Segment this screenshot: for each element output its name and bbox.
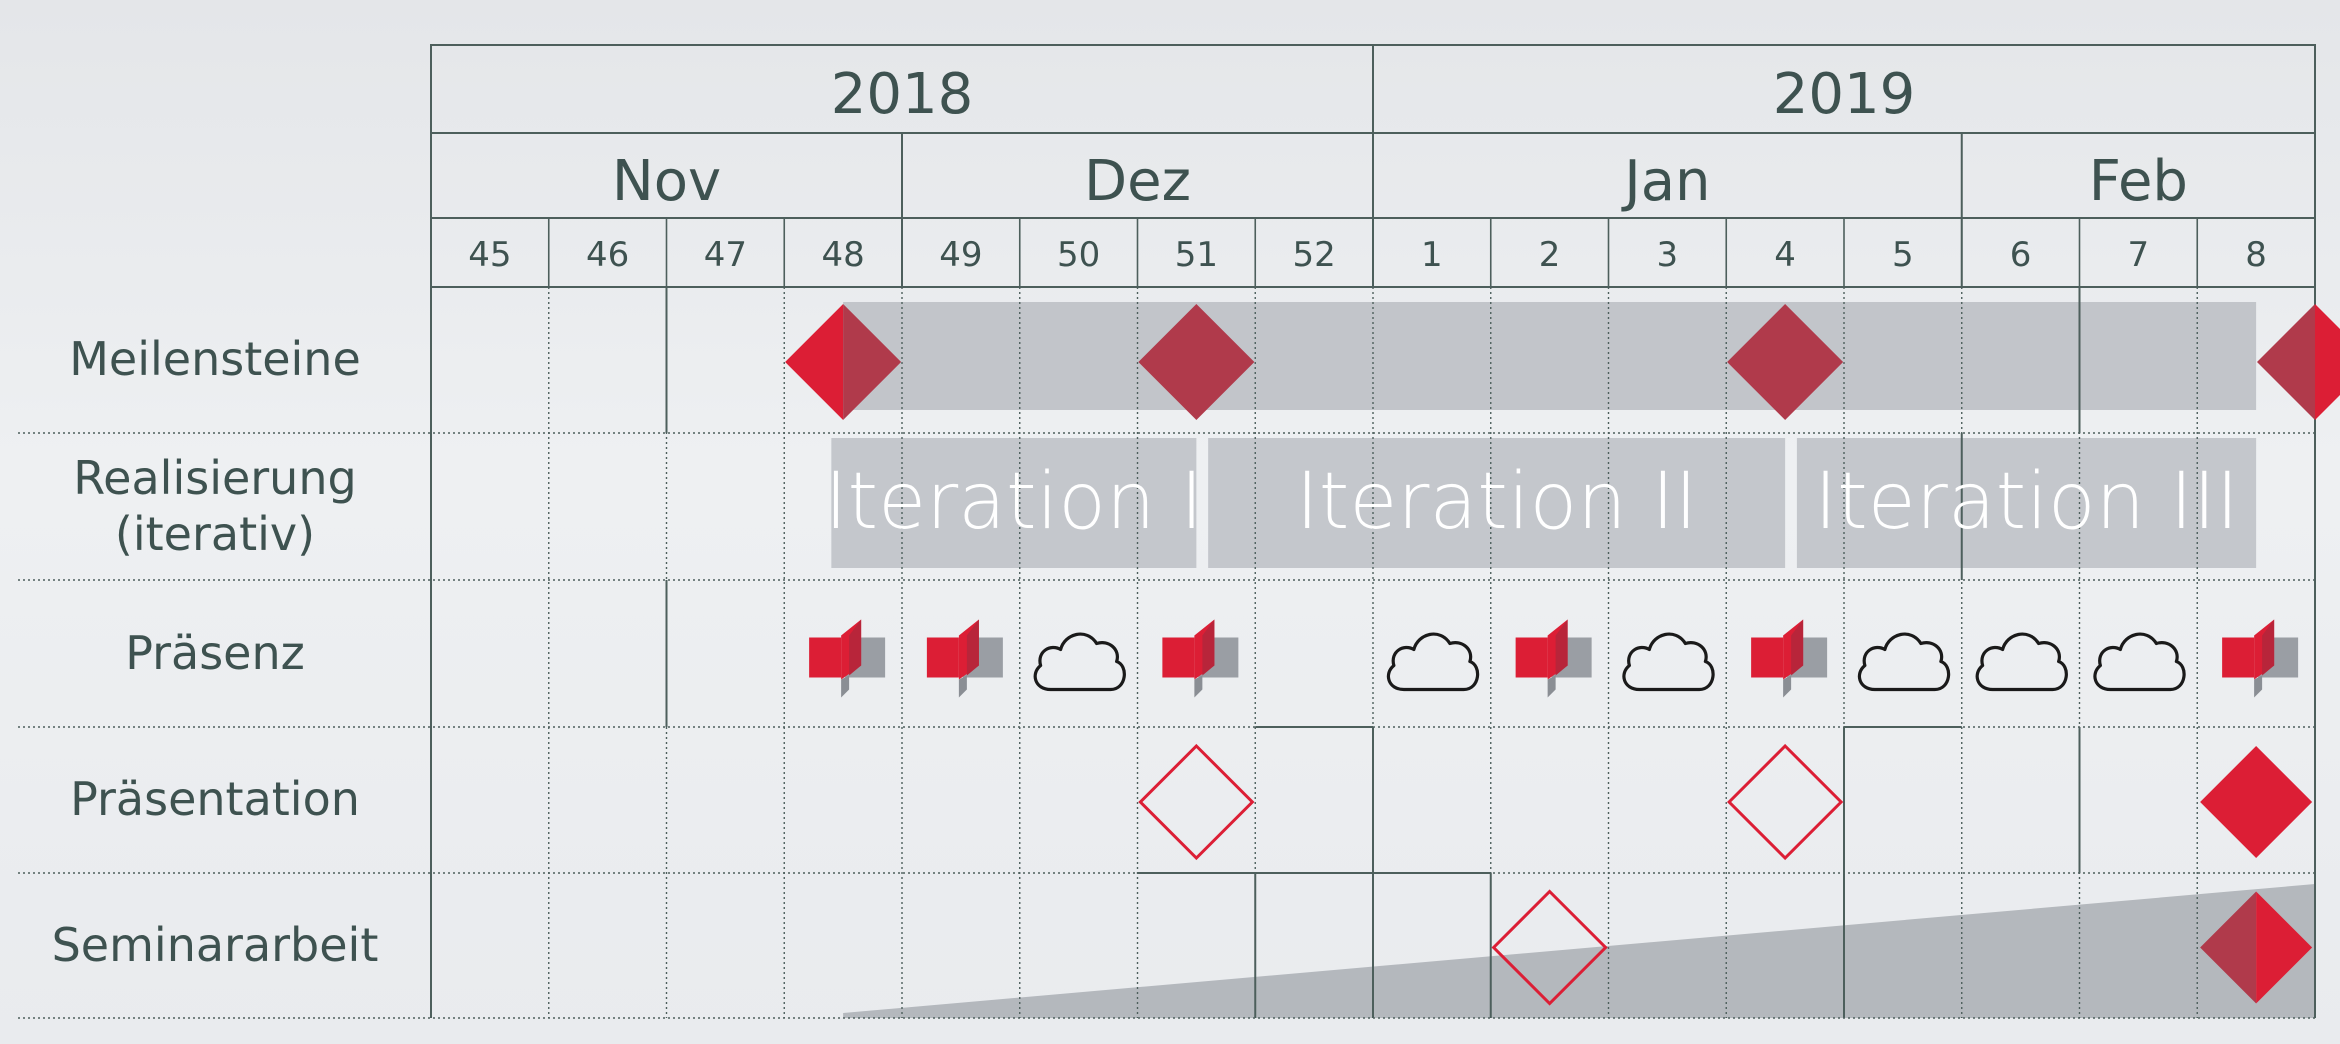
cloud-outline [1622,632,1715,692]
cloud-outline [1386,632,1480,692]
week-label: 4 [1774,235,1796,275]
row-label-realisierung: Realisierung (iterativ) [0,433,430,580]
year-label: 2018 [831,62,974,127]
iteration-label: Iteration III [1814,457,2239,547]
week-label: 50 [1057,235,1100,275]
presence-front [1162,637,1195,678]
row-label-praesentation: Präsentation [70,772,360,827]
row-label-seminararbeit: Seminararbeit [51,917,379,972]
presence-leg [958,675,967,698]
presence-flag-shade [2262,619,2275,676]
diamond-right-half [2315,304,2340,420]
iteration-bar [1796,438,2257,568]
week-label: 1 [1421,235,1443,275]
cloud-icon [1857,632,1951,692]
milestone-diamond [785,304,902,420]
cloud-outline [2093,632,2186,692]
presentation-diamond-outline [1138,743,1255,861]
month-label: Feb [2089,149,2188,214]
presentation-diamond-outline [1727,743,1844,861]
presence-icon [1162,619,1239,698]
diamond-filled [1727,304,1844,420]
presence-icon [926,619,1003,698]
presence-front [809,637,842,678]
presence-leg [2254,675,2263,698]
presence-flag-shade [1555,619,1568,676]
week-label: 3 [1657,235,1679,275]
week-label: 49 [939,235,982,275]
seminararbeit-diamond-outline [1491,889,1608,1006]
diamond-outline [1491,889,1608,1006]
row-label-praesenz: Präsenz [125,625,305,680]
week-label: 6 [2010,235,2032,275]
milestone-band [843,302,2257,410]
presence-icon [809,619,886,698]
presence-leg [1194,675,1203,698]
diamond-filled [2200,746,2313,858]
cloud-icon [1975,632,2068,692]
month-label: Jan [1621,149,1710,214]
iteration-label: Iteration I [825,457,1204,547]
presence-flag-shade [1791,619,1804,676]
cloud-icon [1386,632,1480,692]
year-label: 2019 [1773,62,1916,127]
presence-leg [1547,675,1556,698]
presence-flag-shade [849,619,862,676]
week-label: 46 [586,235,629,275]
row-label-realisierung-text: Realisierung (iterativ) [73,451,357,561]
presence-flag-shade [966,619,979,676]
cloud-icon [1622,632,1715,692]
diamond-right-half [2256,891,2313,1004]
diamond-filled [1138,304,1255,420]
presence-icon [1751,619,1828,698]
presence-icon [2222,619,2299,698]
cloud-outline [1857,632,1951,692]
week-label: 52 [1292,235,1335,275]
grid-lines [18,287,2316,1019]
diamond-left-half [2257,304,2315,420]
cloud-icon [1033,632,1126,692]
presence-leg [1783,675,1792,698]
week-label: 8 [2245,235,2267,275]
month-label: Dez [1084,149,1191,214]
iteration-bar [831,438,1197,568]
schedule-marks: Iteration I Iteration II Iteration III [785,304,2340,1006]
week-label: 48 [821,235,864,275]
iteration-bar [1208,438,1786,568]
cloud-icon [2093,632,2186,692]
seminararbeit-wedge [843,884,2315,1018]
diamond-left-half [785,304,844,420]
presence-leg [841,675,850,698]
cloud-outline [1033,632,1126,692]
milestone-diamond [2257,304,2340,420]
seminararbeit-diamond-filled [2200,891,2313,1004]
week-label: 5 [1892,235,1914,275]
diamond-left-half [2200,891,2257,1004]
presence-front [1751,637,1784,678]
diamond-right-half [843,304,902,420]
month-label: Nov [612,149,721,214]
row-label-meilensteine: Meilensteine [69,332,361,387]
milestone-diamond [1727,304,1844,420]
week-label: 45 [468,235,511,275]
diamond-outline [1138,743,1255,861]
cloud-outline [1975,632,2068,692]
background-bands [831,302,2315,1018]
presentation-diamond-filled [2200,746,2313,858]
presence-front [2222,637,2255,678]
presence-flag-shade [1202,619,1215,676]
week-label: 51 [1175,235,1218,275]
presence-front [926,637,959,678]
presence-icon [1515,619,1592,698]
week-label: 2 [1539,235,1561,275]
milestone-diamond [1138,304,1255,420]
week-label: 7 [2128,235,2150,275]
week-label: 47 [704,235,747,275]
iteration-label: Iteration II [1296,457,1698,547]
diamond-outline [1727,743,1844,861]
presence-front [1515,637,1548,678]
